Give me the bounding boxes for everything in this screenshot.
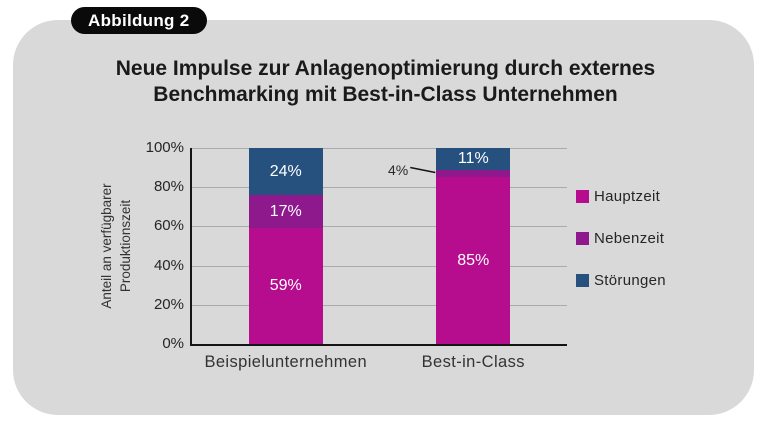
gridline: [192, 265, 567, 267]
bar-segment-hauptzeit: 85%: [436, 177, 511, 344]
bar-segment-hauptzeit: 59%: [248, 228, 323, 344]
legend: Hauptzeit Nebenzeit Störungen: [576, 187, 666, 289]
figure-title-line1: Neue Impulse zur Anlagenoptimierung durc…: [115, 57, 656, 80]
bar-segment-label: 59%: [269, 277, 302, 295]
gridline: [192, 226, 567, 228]
bar-segment-störungen: 11%: [436, 148, 511, 170]
legend-item: Hauptzeit: [576, 187, 666, 205]
category-labels: Beispielunternehmen Best-in-Class: [192, 353, 567, 375]
figure-badge-label: Abbildung 2: [88, 11, 190, 30]
bar-segment-nebenzeit: [436, 169, 511, 178]
y-tick-label: 100%: [145, 139, 184, 156]
plot-area: 59% 17% 24% 85% 4% 11%: [190, 148, 567, 346]
y-tick-label: 0%: [162, 335, 184, 352]
y-tick-label: 40%: [153, 256, 184, 274]
figure-title: Neue Impulse zur Anlagenoptimierung durc…: [30, 56, 741, 108]
figure-title-line2: Benchmarking mit Best-in-Class Unternehm…: [153, 83, 618, 106]
category-label: Beispielunternehmen: [204, 353, 368, 371]
legend-swatch: [576, 231, 589, 245]
bar-segment-störungen: 24%: [248, 148, 323, 196]
legend-swatch: [576, 273, 589, 287]
legend-label: Störungen: [594, 271, 666, 289]
bar-segment-label: 24%: [269, 162, 302, 180]
gridline: [192, 148, 567, 149]
gridline: [192, 304, 567, 306]
y-tick-label: 80%: [153, 178, 184, 196]
legend-item: Störungen: [576, 271, 666, 289]
legend-swatch: [576, 189, 589, 203]
bar-segment-label: 85%: [457, 251, 490, 269]
figure-badge: Abbildung 2: [71, 7, 207, 34]
callout-label: 4%: [388, 162, 409, 179]
y-tick-label: 20%: [153, 295, 184, 313]
gridline: [192, 187, 567, 189]
y-tick-labels: 0% 20% 40% 60% 80% 100%: [110, 139, 184, 352]
bar-segment-label: 11%: [457, 149, 489, 167]
legend-label: Hauptzeit: [594, 187, 661, 205]
y-tick-label: 60%: [153, 217, 184, 235]
callout-line: [410, 166, 436, 174]
bar-segment-label: 17%: [269, 202, 302, 220]
category-label: Best-in-Class: [421, 353, 525, 371]
figure-card: [13, 20, 754, 415]
bar-segment-nebenzeit: 17%: [248, 195, 323, 229]
legend-item: Nebenzeit: [576, 229, 666, 247]
legend-label: Nebenzeit: [594, 229, 665, 247]
